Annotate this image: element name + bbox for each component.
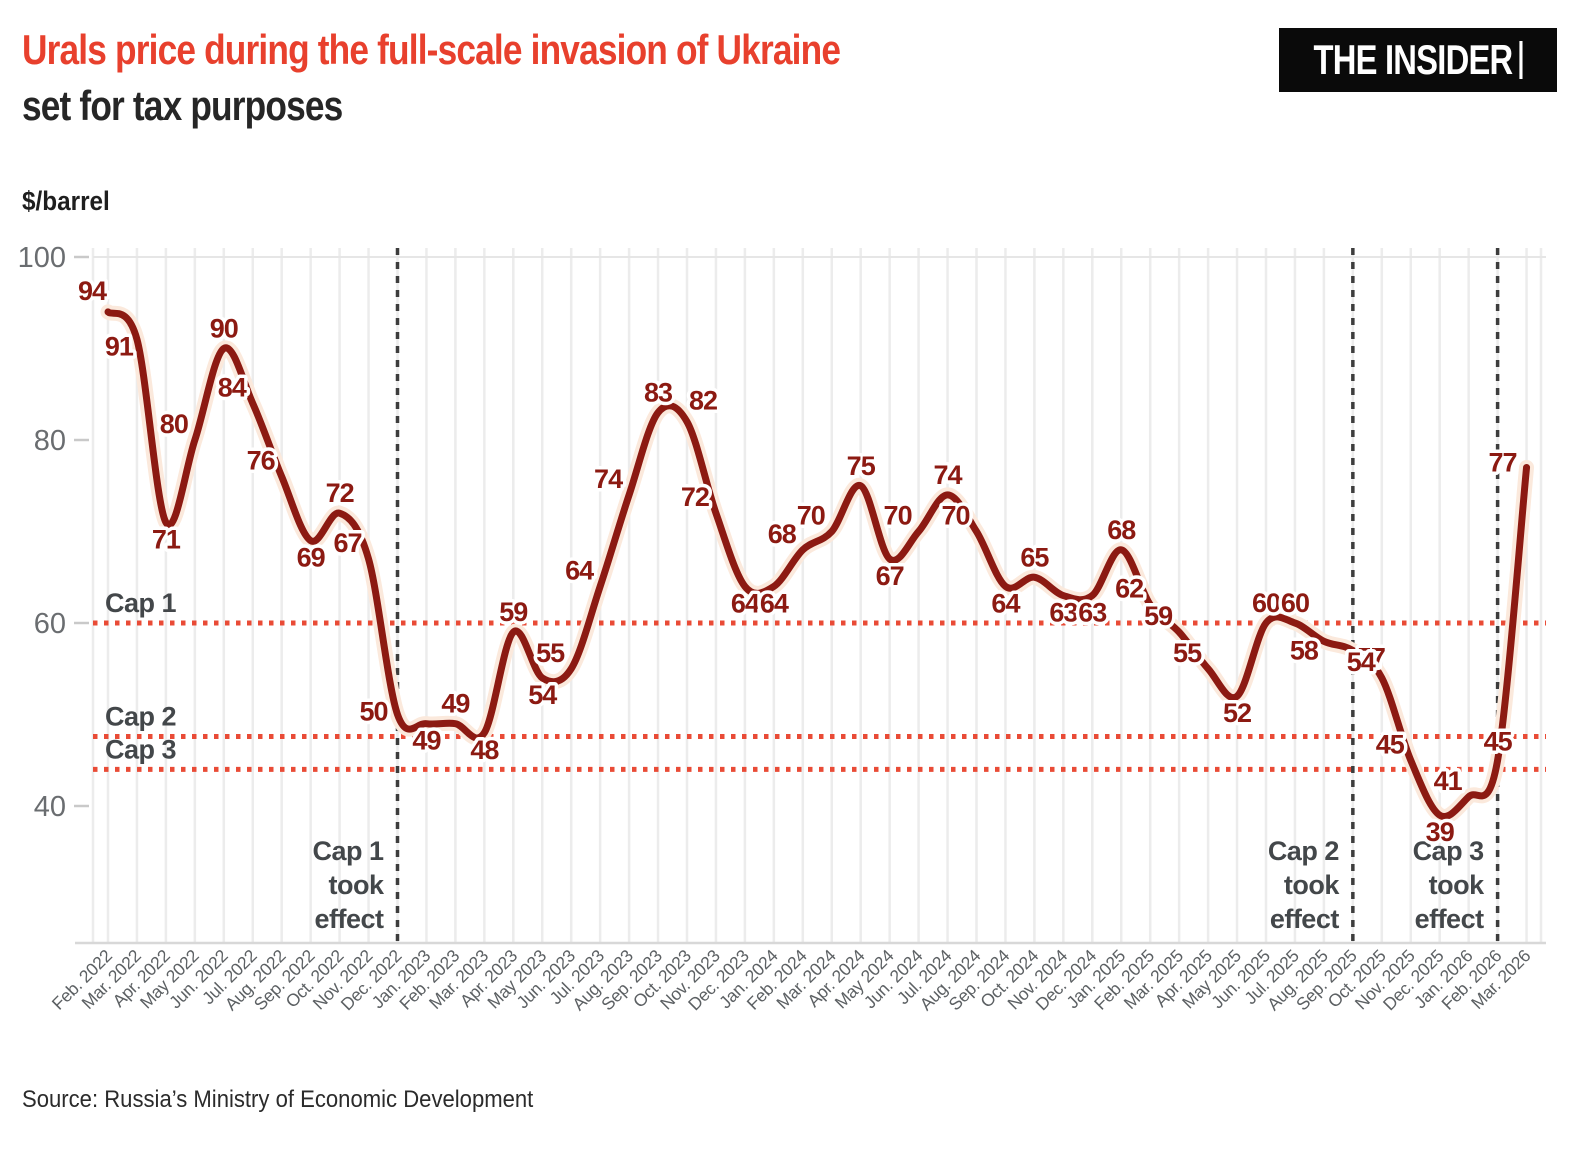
data-point-label: 49: [412, 726, 441, 756]
cap-line-label: Cap 3: [105, 734, 177, 764]
data-point-label: 64: [565, 555, 594, 585]
data-point-label: 84: [218, 372, 247, 402]
data-point-label: 52: [1223, 698, 1251, 728]
data-point-label: 59: [499, 597, 528, 627]
data-point-label: 64: [731, 588, 760, 618]
data-point-label: 39: [1426, 817, 1455, 847]
data-point-label: 62: [1115, 574, 1143, 604]
data-point-label: 60: [1252, 588, 1280, 618]
data-point-label: 64: [991, 588, 1020, 618]
data-point-label: 49: [441, 689, 470, 719]
the-insider-logo: THE INSIDER: [1279, 28, 1557, 92]
cap-took-effect-label: Cap 2: [1268, 836, 1339, 866]
data-point-label: 91: [105, 331, 134, 361]
data-point-label: 72: [326, 478, 354, 508]
data-point-label: 50: [359, 697, 387, 727]
cap-took-effect-label: Cap 1: [312, 836, 384, 866]
y-axis-tick-label: 40: [34, 791, 66, 823]
data-point-label: 64: [760, 588, 789, 618]
price-line: [104, 308, 1531, 820]
data-point-label: 90: [210, 314, 238, 344]
source-note: Source: Russia’s Ministry of Economic De…: [22, 1086, 534, 1113]
data-point-label: 67: [334, 528, 362, 558]
data-point-label: 67: [876, 561, 904, 591]
the-insider-logo-text: THE INSIDER: [1313, 36, 1523, 84]
page-subtitle: set for tax purposes: [22, 82, 343, 129]
data-point-label: 55: [536, 638, 565, 668]
data-point-label: 45: [1484, 726, 1513, 756]
data-point-label: 83: [644, 378, 673, 408]
cap-took-effect-label: effect: [314, 904, 384, 934]
data-point-label: 72: [681, 482, 709, 512]
page-title: Urals price during the full-scale invasi…: [22, 26, 841, 73]
cap-took-effect-label: effect: [1415, 904, 1485, 934]
data-point-label: 74: [594, 464, 623, 494]
data-point-label: 77: [1489, 447, 1517, 477]
data-point-label: 69: [297, 543, 326, 573]
data-point-label: 63: [1078, 598, 1107, 628]
cap-took-effect-label: Cap 3: [1413, 836, 1485, 866]
cap-took-effect-label: effect: [1270, 904, 1340, 934]
data-point-label: 59: [1144, 601, 1173, 631]
cap-took-effect-label: took: [329, 870, 385, 900]
data-point-label: 82: [689, 386, 717, 416]
data-point-label: 68: [1107, 515, 1136, 545]
cap-line-label: Cap 1: [105, 588, 177, 618]
cap-took-effect-label: took: [1284, 870, 1340, 900]
data-point-label: 80: [160, 409, 188, 439]
data-point-label: 71: [152, 524, 181, 554]
data-point-label: 74: [934, 460, 963, 490]
data-point-label: 60: [1281, 588, 1309, 618]
data-point-label: 68: [768, 519, 797, 549]
cap-line-label: Cap 2: [105, 701, 176, 731]
data-point-label: 70: [941, 501, 969, 531]
data-point-label: 48: [470, 735, 499, 765]
y-axis-tick-label: 100: [18, 242, 66, 274]
data-point-label: 65: [1020, 542, 1049, 572]
data-point-label: 55: [1173, 638, 1202, 668]
cap-took-effect-label: took: [1429, 870, 1485, 900]
data-point-label: 58: [1290, 635, 1319, 665]
y-axis-unit-label: $/barrel: [22, 186, 110, 216]
data-point-label: 41: [1434, 766, 1463, 796]
data-point-label: 57: [1357, 642, 1385, 672]
data-point-label: 54: [528, 680, 557, 710]
data-point-label: 76: [247, 446, 276, 476]
data-point-label: 94: [78, 276, 107, 306]
data-point-label: 45: [1376, 729, 1405, 759]
y-axis-tick-label: 80: [34, 425, 66, 457]
data-point-label: 70: [797, 501, 825, 531]
data-point-label: 54: [1347, 647, 1376, 677]
data-point-label: 63: [1049, 598, 1078, 628]
y-axis-tick-label: 60: [34, 608, 66, 640]
logo-cursor-bar: [1519, 41, 1523, 79]
data-point-label: 70: [884, 501, 912, 531]
data-point-label: 75: [847, 451, 876, 481]
